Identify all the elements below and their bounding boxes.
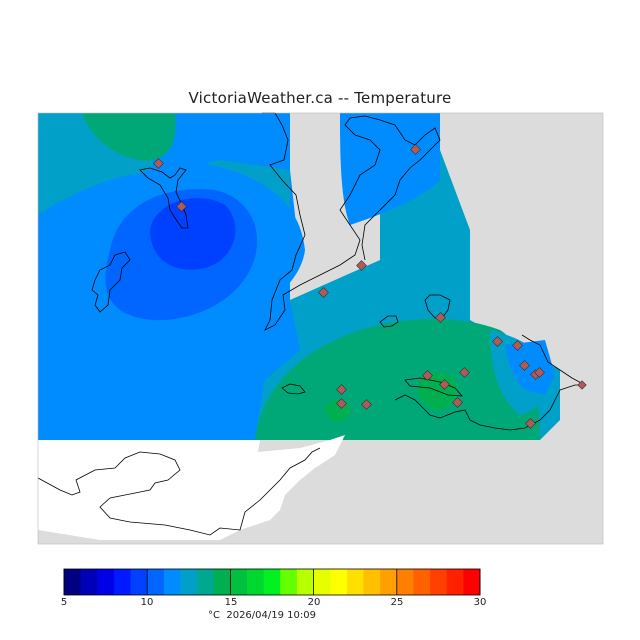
station-marker[interactable] (512, 340, 523, 351)
island-south (281, 383, 306, 395)
scale-swatch (130, 569, 148, 595)
scale-tick-label: 25 (390, 597, 404, 608)
timestamp: 2026/04/19 10:09 (226, 610, 316, 621)
scale-swatch (247, 569, 265, 595)
water-bodies (37, 112, 586, 540)
weather-stations (153, 144, 587, 429)
sea-lower (38, 435, 345, 540)
station-marker[interactable] (492, 336, 503, 347)
island-east-1 (424, 294, 451, 319)
scale-tick-label: 10 (140, 597, 154, 608)
station-marker[interactable] (410, 144, 421, 155)
scale-swatch (197, 569, 215, 595)
temp-region-14-north (82, 113, 176, 161)
station-marker[interactable] (356, 260, 367, 271)
scale-tick-label: 30 (473, 597, 487, 608)
scale-swatch (296, 569, 314, 595)
station-marker[interactable] (435, 312, 446, 323)
island-east-2 (379, 315, 399, 328)
scale-swatch (380, 569, 398, 595)
station-marker[interactable] (422, 370, 433, 381)
inlet-north (262, 112, 441, 331)
station-marker[interactable] (439, 379, 450, 390)
scale-swatch (64, 569, 82, 595)
station-marker[interactable] (318, 287, 329, 298)
scale-swatch (263, 569, 281, 595)
scale-tick-label: 20 (307, 597, 321, 608)
harbour (394, 334, 586, 431)
scale-tick-label: 5 (60, 597, 68, 608)
temperature-field (38, 113, 560, 440)
temp-region-12-east (505, 340, 555, 395)
station-marker[interactable] (153, 158, 164, 169)
coast-lower (37, 447, 321, 536)
color-scale-bar (63, 568, 481, 596)
map-frame (37, 112, 604, 545)
scale-swatch (180, 569, 198, 595)
station-marker[interactable] (519, 360, 530, 371)
scale-swatch (97, 569, 115, 595)
unit-label: °C (208, 610, 220, 621)
scale-swatch (463, 569, 481, 595)
scale-swatch (163, 569, 181, 595)
scale-swatch (147, 569, 165, 595)
temp-region-10 (150, 198, 236, 270)
station-marker[interactable] (361, 399, 372, 410)
scale-swatch (363, 569, 381, 595)
scale-swatch (230, 569, 248, 595)
station-marker[interactable] (534, 367, 545, 378)
station-marker[interactable] (459, 367, 470, 378)
scale-tick-label: 15 (224, 597, 238, 608)
scale-swatch (446, 569, 464, 595)
scale-swatch (396, 569, 414, 595)
station-marker[interactable] (452, 397, 463, 408)
scale-swatch (330, 569, 348, 595)
temp-region-13-northeast (340, 113, 440, 225)
station-marker[interactable] (577, 380, 587, 390)
station-marker[interactable] (525, 418, 536, 429)
scale-swatch (280, 569, 298, 595)
unit-and-timestamp: °C 2026/04/19 10:09 (208, 610, 316, 621)
island-west (91, 251, 131, 313)
scale-swatch (430, 569, 448, 595)
scale-swatch (213, 569, 231, 595)
scale-swatch (313, 569, 331, 595)
scale-swatch (346, 569, 364, 595)
scale-swatch (413, 569, 431, 595)
scale-swatch (113, 569, 131, 595)
station-marker[interactable] (336, 398, 347, 409)
scale-swatch (80, 569, 98, 595)
map-title: VictoriaWeather.ca -- Temperature (188, 89, 452, 107)
station-marker[interactable] (176, 201, 187, 212)
station-marker[interactable] (336, 384, 347, 395)
